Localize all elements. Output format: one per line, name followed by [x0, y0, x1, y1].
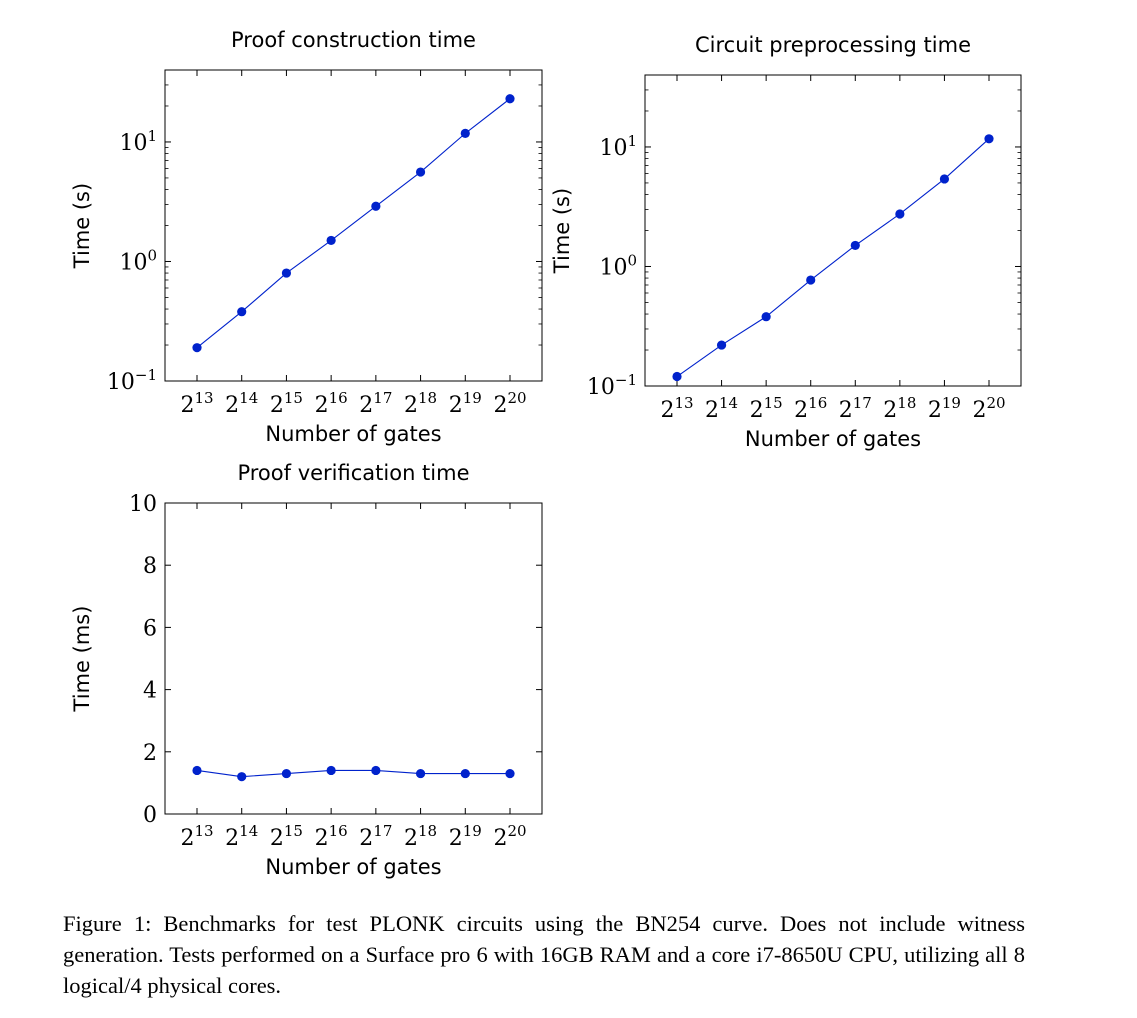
x-axis-label: Number of gates	[265, 855, 441, 879]
x-axis-label: Number of gates	[265, 422, 441, 446]
data-point	[895, 209, 905, 219]
x-tick-label: 216	[794, 394, 827, 423]
data-point	[460, 128, 470, 138]
data-point	[237, 772, 247, 782]
y-tick-label: 10−1	[107, 366, 157, 395]
data-point	[984, 134, 994, 144]
x-tick-label: 217	[359, 822, 392, 851]
y-axis-label: Time (s)	[550, 188, 574, 274]
y-axis-label: Time (s)	[70, 183, 94, 269]
x-tick-label: 215	[270, 389, 303, 418]
data-point	[505, 94, 515, 104]
x-tick-label: 216	[315, 389, 348, 418]
x-tick-label: 218	[404, 389, 437, 418]
series-line	[196, 98, 511, 349]
x-tick-label: 220	[493, 389, 526, 418]
data-point	[326, 765, 336, 776]
y-tick-label: 4	[143, 679, 157, 704]
y-tick-label: 0	[143, 803, 157, 828]
data-point	[237, 307, 247, 317]
x-tick-label: 213	[180, 389, 213, 418]
data-point	[460, 768, 470, 779]
figure-caption: Figure 1: Benchmarks for test PLONK circ…	[63, 911, 1025, 998]
x-tick-label: 218	[404, 822, 437, 851]
x-tick-label: 217	[839, 394, 872, 423]
plot-frame	[164, 502, 543, 815]
data-point	[192, 343, 202, 353]
data-point	[505, 768, 515, 779]
data-point	[281, 768, 292, 779]
series-line	[196, 769, 510, 778]
y-tick-label: 100	[119, 246, 157, 275]
chart-title: Circuit preprocessing time	[695, 33, 971, 57]
x-tick-label: 216	[315, 822, 348, 851]
y-tick-label: 6	[143, 616, 157, 641]
data-point	[939, 174, 950, 184]
x-tick-label: 214	[225, 822, 258, 851]
x-tick-label: 215	[270, 822, 303, 851]
data-point	[716, 340, 727, 350]
y-tick-label: 100	[599, 251, 637, 280]
data-point	[850, 240, 860, 251]
y-axis-label: Time (ms)	[70, 606, 94, 713]
x-tick-label: 220	[493, 822, 526, 851]
x-axis-label: Number of gates	[745, 427, 921, 451]
chart-title: Proof verification time	[237, 461, 469, 485]
x-tick-label: 213	[660, 394, 693, 423]
x-tick-label: 220	[972, 394, 1005, 423]
x-tick-label: 219	[449, 822, 482, 851]
x-tick-label: 217	[359, 389, 392, 418]
chart-title: Proof construction time	[231, 28, 476, 52]
data-point	[761, 312, 771, 322]
x-tick-label: 214	[705, 394, 738, 423]
y-tick-label: 101	[599, 132, 637, 161]
data-point	[672, 371, 682, 382]
data-point	[415, 768, 426, 779]
y-tick-label: 101	[119, 127, 157, 156]
chart-1: Proof construction time 213 214 215 216 217 21…	[70, 28, 543, 446]
x-tick-label: 219	[928, 394, 961, 423]
series-line	[676, 138, 990, 377]
data-point	[371, 201, 381, 211]
y-tick-label: 2	[143, 741, 157, 766]
data-point	[806, 275, 816, 285]
x-tick-label: 214	[225, 389, 258, 418]
plot-frame	[164, 69, 543, 382]
data-point	[326, 235, 336, 246]
y-tick-label: 10	[129, 492, 157, 517]
data-point	[281, 268, 292, 278]
x-tick-label: 218	[883, 394, 916, 423]
x-tick-label: 213	[180, 822, 213, 851]
data-point	[192, 765, 202, 776]
x-tick-label: 215	[750, 394, 783, 423]
data-point	[371, 765, 381, 776]
plot-frame	[644, 74, 1022, 387]
y-tick-label: 8	[143, 554, 157, 579]
data-point	[415, 167, 426, 177]
x-tick-label: 219	[449, 389, 482, 418]
chart-2: Circuit preprocessing time 213 214 215 216 21…	[550, 33, 1022, 451]
y-tick-label: 10−1	[587, 371, 637, 400]
